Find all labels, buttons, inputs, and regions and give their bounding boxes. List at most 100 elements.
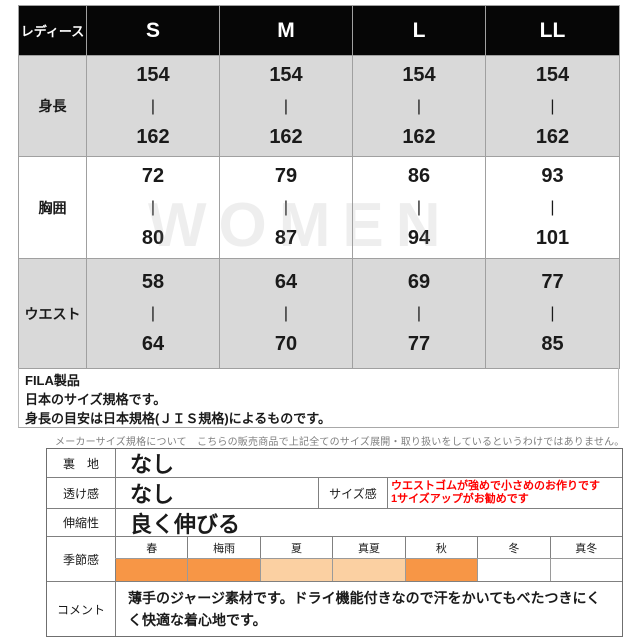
lining-label: 裏 地: [62, 456, 99, 471]
season-fill-midsummer: [332, 559, 405, 581]
season-winter: 冬: [477, 537, 549, 558]
range-separator: |: [283, 199, 289, 216]
chest-s: 72 | 80: [86, 156, 220, 259]
size-feel-warning: ウエストゴムが強めで小さめのお作りです 1サイズアップがお勧めです: [387, 478, 622, 508]
chest-m: 79 | 87: [219, 156, 353, 259]
height-m: 154 | 162: [219, 55, 353, 157]
stretch-label: 伸縮性: [62, 516, 99, 530]
season-autumn: 秋: [404, 537, 477, 558]
maker-height-note-line: 身長の目安は日本規格(ＪＩＳ規格)によるものです。: [25, 411, 331, 426]
height-l: 154 | 162: [352, 55, 486, 157]
range-separator: |: [550, 97, 555, 115]
season-fill-autumn: [404, 559, 478, 581]
stretch-value: 良く伸びる: [115, 509, 622, 537]
size-col-ll: LL: [485, 5, 620, 56]
range-min: 154: [136, 63, 170, 86]
range-separator: |: [150, 199, 156, 216]
season-label: 季節感: [62, 552, 99, 567]
range-min: 79: [274, 165, 298, 187]
size-feel-warning-line1: ウエストゴムが強めで小さめのお作りです: [391, 480, 600, 492]
size-disclaimer-note: メーカーサイズ規格について こちらの販売商品で上記全てのサイズ展開・取り扱いをし…: [55, 437, 625, 448]
range-max: 64: [141, 333, 165, 355]
corner-label: レディース: [18, 5, 87, 56]
waist-row: ウエスト 58 | 64 64 | 70 69 | 77 77 | 85: [18, 258, 620, 369]
range-max: 101: [535, 227, 570, 249]
size-col-m: M: [219, 5, 353, 56]
range-max: 162: [136, 125, 170, 148]
sheerness-row: 透け感 なし サイズ感 ウエストゴムが強めで小さめのお作りです 1サイズアップが…: [47, 477, 622, 508]
range-separator: |: [283, 97, 289, 115]
range-min: 154: [535, 63, 570, 86]
range-separator: |: [416, 305, 422, 322]
chest-row: 胸囲 72 | 80 79 | 87 86 | 94 93 | 101: [18, 156, 620, 259]
height-ll: 154 | 162: [485, 55, 620, 157]
sheerness-value: なし: [115, 478, 318, 508]
maker-info-block: FILA製品 日本のサイズ規格です。 身長の目安は日本規格(ＪＩＳ規格)によるも…: [18, 368, 619, 428]
season-summer: 夏: [259, 537, 332, 558]
season-fill-midwinter: [549, 559, 622, 581]
sheerness-label: 透け感: [62, 486, 99, 501]
maker-product-line: FILA製品: [25, 373, 80, 388]
season-names: 春 梅雨 夏 真夏 秋 冬 真冬: [115, 537, 622, 558]
range-min: 86: [407, 165, 431, 187]
season-midwinter: 真冬: [549, 537, 622, 558]
range-min: 58: [141, 271, 165, 293]
stretch-row: 伸縮性 良く伸びる: [47, 508, 622, 537]
range-max: 77: [407, 333, 431, 355]
waist-ll: 77 | 85: [485, 258, 620, 369]
season-fill-spring: [115, 559, 188, 581]
range-min: 93: [541, 165, 564, 187]
range-min: 77: [541, 271, 564, 293]
size-col-s: S: [86, 5, 220, 56]
range-separator: |: [283, 305, 289, 322]
waist-label: ウエスト: [18, 258, 87, 369]
height-row: 身長 154 | 162 154 | 162 154 | 162 154 | 1…: [18, 55, 620, 157]
comment-label: コメント: [56, 602, 105, 617]
season-midsummer: 真夏: [332, 537, 404, 558]
range-min: 154: [269, 63, 303, 86]
size-feel-label: サイズ感: [318, 478, 387, 508]
comment-row: コメント 薄手のジャージ素材です。ドライ機能付きなので汗をかいてもべたつきにくく…: [47, 581, 622, 636]
chest-label: 胸囲: [18, 156, 87, 259]
size-header-row: レディース S M L LL: [18, 5, 620, 56]
range-min: 154: [402, 63, 436, 86]
range-max: 85: [541, 333, 564, 355]
range-min: 64: [274, 271, 298, 293]
range-min: 69: [407, 271, 431, 293]
waist-s: 58 | 64: [86, 258, 220, 369]
range-max: 80: [141, 227, 165, 249]
range-max: 162: [269, 125, 303, 148]
maker-standard-line: 日本のサイズ規格です。: [25, 392, 167, 407]
range-separator: |: [150, 305, 156, 322]
comment-text: 薄手のジャージ素材です。ドライ機能付きなので汗をかいてもべたつきにくく快適な着心…: [115, 582, 622, 636]
size-chart-table: レディース S M L LL 身長 154 | 162 154 | 162 1: [18, 5, 620, 369]
range-max: 87: [274, 227, 298, 249]
range-separator: |: [416, 199, 422, 216]
height-label: 身長: [18, 55, 87, 157]
chest-ll: 93 | 101: [485, 156, 620, 259]
height-s: 154 | 162: [86, 55, 220, 157]
size-feel-warning-line2: 1サイズアップがお勧めです: [391, 493, 529, 505]
range-max: 162: [402, 125, 436, 148]
season-spring: 春: [115, 537, 187, 558]
season-grid: 春 梅雨 夏 真夏 秋 冬 真冬: [115, 537, 622, 581]
range-max: 162: [535, 125, 570, 148]
size-col-l: L: [352, 5, 486, 56]
garment-detail-table: 裏 地 なし 透け感 なし サイズ感 ウエストゴムが強めで小さめのお作りです 1…: [46, 448, 623, 637]
waist-m: 64 | 70: [219, 258, 353, 369]
season-row: 季節感 春 梅雨 夏 真夏 秋 冬 真冬: [47, 536, 622, 581]
range-max: 94: [407, 227, 431, 249]
range-separator: |: [550, 305, 555, 322]
waist-l: 69 | 77: [352, 258, 486, 369]
season-fill-summer: [259, 559, 333, 581]
season-fill-rainy: [187, 559, 260, 581]
range-separator: |: [550, 199, 555, 216]
lining-row: 裏 地 なし: [47, 449, 622, 477]
lining-value: なし: [115, 449, 622, 477]
range-max: 70: [274, 333, 298, 355]
chest-l: 86 | 94: [352, 156, 486, 259]
range-separator: |: [416, 97, 422, 115]
season-rainy: 梅雨: [187, 537, 259, 558]
season-fill-winter: [477, 559, 550, 581]
